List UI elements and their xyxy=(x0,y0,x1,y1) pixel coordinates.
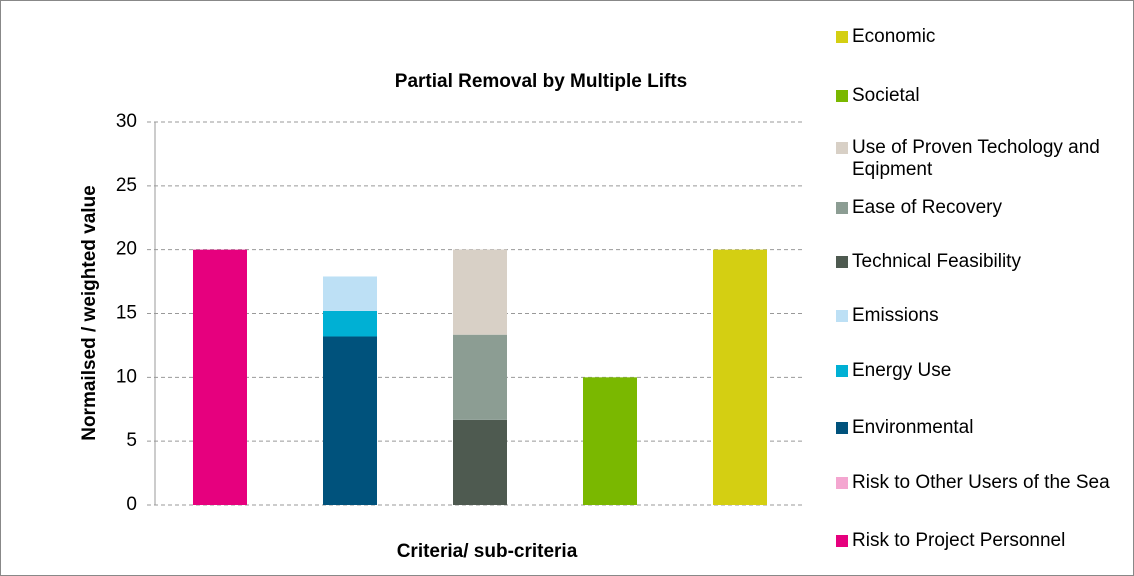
legend-swatch xyxy=(836,365,848,377)
legend-label: Economic xyxy=(852,26,936,47)
legend-label: Energy Use xyxy=(852,360,952,381)
legend-item: Use of Proven Techology and Eqipment xyxy=(836,137,1126,181)
legend-item: Economic xyxy=(836,26,1126,48)
y-tick-label: 20 xyxy=(116,239,137,260)
legend-swatch xyxy=(836,535,848,547)
bar-segment xyxy=(583,377,637,505)
legend-swatch xyxy=(836,256,848,268)
legend-item: Environmental xyxy=(836,417,1126,439)
legend-swatch xyxy=(836,142,848,154)
bar-segment xyxy=(323,276,377,311)
legend-item: Ease of Recovery xyxy=(836,197,1126,219)
bar-segment xyxy=(323,336,377,505)
legend-item: Energy Use xyxy=(836,360,1126,382)
legend-label: Technical Feasibility xyxy=(852,251,1021,272)
chart-title: Partial Removal by Multiple Lifts xyxy=(395,71,687,92)
bar-segment xyxy=(323,310,377,337)
legend-swatch xyxy=(836,310,848,322)
y-tick-label: 25 xyxy=(116,175,137,196)
legend-swatch xyxy=(836,90,848,102)
bar-segment xyxy=(193,249,247,505)
y-tick-label: 15 xyxy=(116,303,137,324)
legend-label: Ease of Recovery xyxy=(852,197,1002,218)
legend-item: Technical Feasibility xyxy=(836,251,1126,273)
bar-segment xyxy=(453,249,507,335)
legend-label: Risk to Other Users of the Sea xyxy=(852,472,1110,493)
y-tick-label: 5 xyxy=(126,430,137,451)
legend-item: Risk to Other Users of the Sea xyxy=(836,472,1126,494)
legend-label: Risk to Project Personnel xyxy=(852,530,1066,551)
y-axis-label: Normailsed / weighted value xyxy=(79,185,100,441)
bar-segment xyxy=(713,249,767,505)
legend-swatch xyxy=(836,31,848,43)
bar-segment xyxy=(453,334,507,420)
legend-label: Emissions xyxy=(852,305,939,326)
legend-item: Emissions xyxy=(836,305,1126,327)
y-tick-label: 0 xyxy=(126,494,137,515)
x-axis-label: Criteria/ sub-criteria xyxy=(397,541,578,562)
legend-label: Societal xyxy=(852,85,920,106)
y-tick-label: 10 xyxy=(116,366,137,387)
legend-swatch xyxy=(836,202,848,214)
legend-item: Risk to Project Personnel xyxy=(836,530,1126,552)
legend-label: Environmental xyxy=(852,417,974,438)
legend-label: Use of Proven Techology and Eqipment xyxy=(852,137,1100,180)
legend-swatch xyxy=(836,477,848,489)
y-tick-label: 30 xyxy=(116,111,137,132)
legend-swatch xyxy=(836,422,848,434)
legend-item: Societal xyxy=(836,85,1126,107)
bar-segment xyxy=(453,419,507,505)
